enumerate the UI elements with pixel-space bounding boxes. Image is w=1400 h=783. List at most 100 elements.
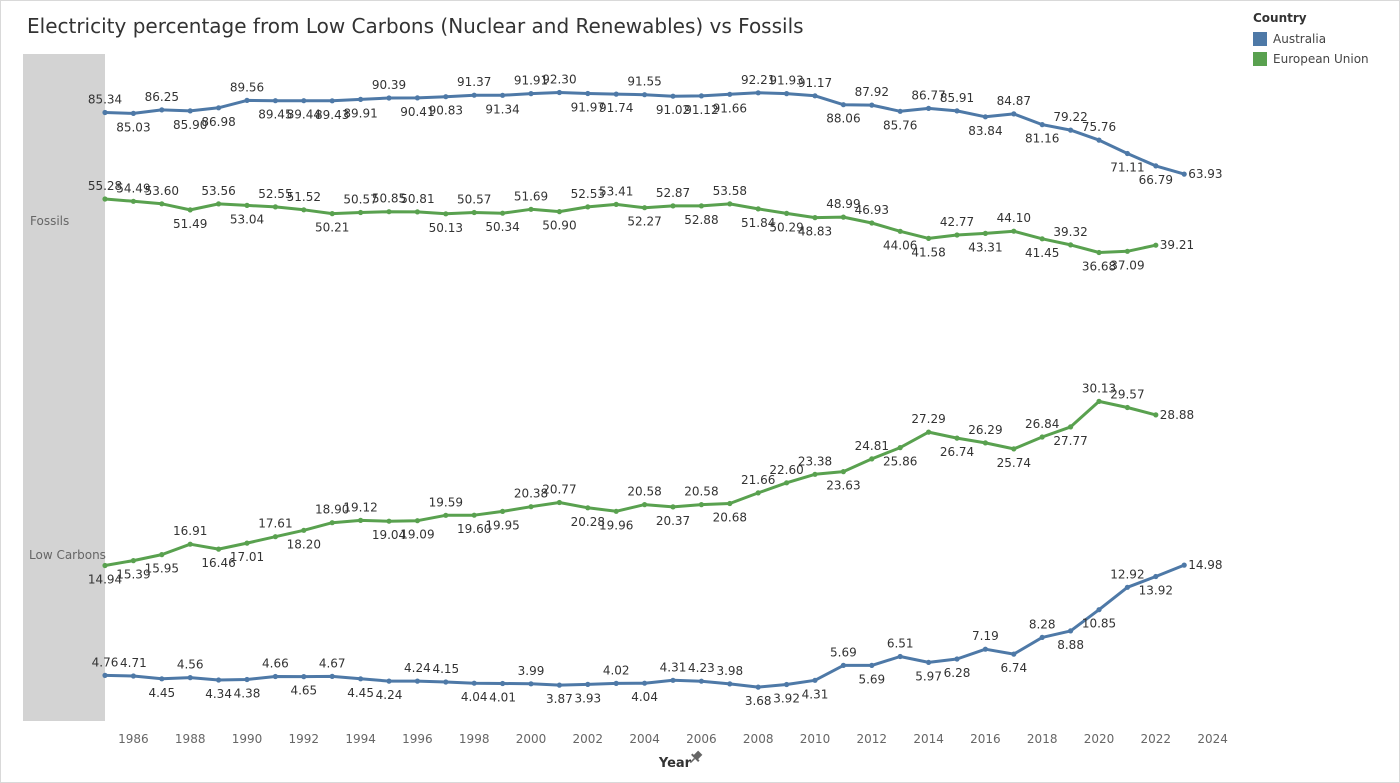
data-point[interactable] [556,682,563,688]
data-point[interactable] [613,91,619,97]
data-point[interactable] [1068,242,1074,248]
legend-item-european-union[interactable]: European Union [1253,49,1369,69]
data-point[interactable] [244,540,250,546]
data-point[interactable] [1011,651,1017,657]
data-point[interactable] [1039,434,1045,440]
legend-item-australia[interactable]: Australia [1253,29,1369,49]
data-point[interactable] [869,662,875,669]
data-point[interactable] [386,678,392,684]
data-point[interactable] [670,93,676,99]
data-point[interactable] [301,527,307,533]
data-point[interactable] [1011,228,1017,234]
data-point[interactable] [585,505,591,511]
data-point[interactable] [926,105,932,111]
data-point[interactable] [897,445,903,451]
data-point[interactable] [812,471,818,477]
data-point[interactable] [698,502,705,508]
data-point[interactable] [784,681,790,688]
data-point[interactable] [187,541,193,547]
data-point[interactable] [926,235,932,241]
data-point[interactable] [528,681,534,687]
data-point[interactable] [159,107,165,113]
data-point[interactable] [471,209,477,216]
data-point[interactable] [642,680,648,686]
data-point[interactable] [642,92,648,98]
data-point[interactable] [642,502,648,508]
data-point[interactable] [130,673,136,679]
data-point[interactable] [982,230,989,236]
data-point[interactable] [414,518,420,524]
data-point[interactable] [471,92,477,98]
data-point[interactable] [613,508,619,514]
data-point[interactable] [812,93,818,99]
data-point[interactable] [784,480,790,486]
data-point[interactable] [755,684,761,690]
data-point[interactable] [102,562,108,569]
data-point[interactable] [159,552,165,558]
data-point[interactable] [329,673,335,680]
data-point[interactable] [1153,573,1159,580]
data-point[interactable] [670,504,676,510]
data-point[interactable] [840,469,847,475]
data-point[interactable] [1039,122,1045,128]
data-point[interactable] [528,206,534,212]
data-point[interactable] [216,677,222,683]
data-point[interactable] [329,520,335,526]
data-point[interactable] [329,98,335,104]
data-point[interactable] [556,209,563,215]
data-point[interactable] [500,508,506,514]
data-point[interactable] [585,90,591,97]
data-point[interactable] [216,546,222,552]
data-point[interactable] [982,114,989,120]
data-point[interactable] [585,681,591,688]
data-point[interactable] [1124,584,1130,590]
data-point[interactable] [1181,562,1187,568]
data-point[interactable] [130,558,136,564]
data-point[interactable] [1096,249,1102,256]
data-point[interactable] [386,209,392,215]
data-point[interactable] [471,512,477,518]
data-point[interactable] [784,210,790,216]
data-point[interactable] [386,518,392,524]
data-point[interactable] [897,108,903,114]
data-point[interactable] [1153,412,1159,418]
data-point[interactable] [1039,236,1045,242]
data-point[interactable] [216,105,222,111]
data-point[interactable] [840,662,847,669]
data-point[interactable] [216,201,222,207]
data-point[interactable] [869,220,875,226]
data-point[interactable] [471,680,477,686]
data-point[interactable] [897,653,903,660]
data-point[interactable] [613,201,619,207]
data-point[interactable] [670,203,676,209]
data-point[interactable] [840,102,847,108]
data-point[interactable] [187,207,193,213]
data-point[interactable] [528,504,534,510]
data-point[interactable] [528,91,534,97]
data-point[interactable] [727,681,733,687]
data-point[interactable] [755,490,761,496]
data-point[interactable] [187,108,193,114]
data-point[interactable] [443,211,449,217]
data-point[interactable] [784,91,790,97]
data-point[interactable] [897,228,903,234]
data-point[interactable] [329,211,335,217]
data-point[interactable] [556,499,563,506]
data-point[interactable] [443,512,449,518]
data-point[interactable] [698,203,705,209]
data-point[interactable] [102,672,108,679]
data-point[interactable] [358,676,364,682]
data-point[interactable] [585,204,591,210]
data-point[interactable] [130,198,136,204]
data-point[interactable] [840,214,847,220]
data-point[interactable] [869,456,875,462]
data-point[interactable] [301,207,307,213]
data-point[interactable] [954,656,960,662]
data-point[interactable] [414,678,420,684]
data-point[interactable] [244,676,250,683]
data-point[interactable] [301,674,307,680]
data-point[interactable] [1096,137,1102,143]
data-point[interactable] [272,673,278,680]
data-point[interactable] [244,97,250,103]
data-point[interactable] [926,429,932,435]
